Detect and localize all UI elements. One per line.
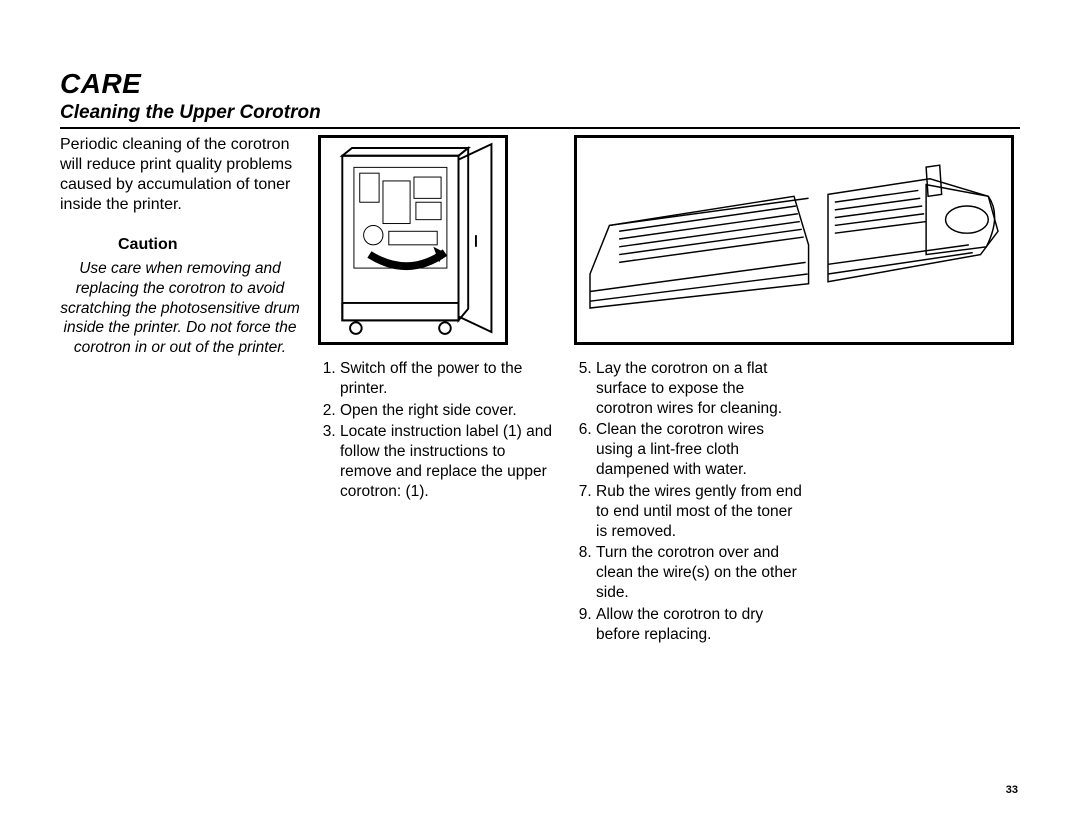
- left-column: Periodic cleaning of the corotron will r…: [60, 135, 300, 647]
- step-item: Turn the corotron over and clean the wir…: [596, 543, 804, 602]
- step-item: Open the right side cover.: [340, 401, 556, 421]
- section-title: CARE: [60, 68, 1020, 100]
- content-row: Periodic cleaning of the corotron will r…: [60, 135, 1020, 647]
- step-item: Locate instruction label (1) and follow …: [340, 422, 556, 501]
- step-item: Rub the wires gently from end to end unt…: [596, 482, 804, 541]
- subsection-title: Cleaning the Upper Corotron: [60, 102, 1020, 129]
- middle-column: Switch off the power to the printer. Ope…: [318, 135, 556, 647]
- step-item: Clean the corotron wires using a lint-fr…: [596, 420, 804, 479]
- figure-corotron: [574, 135, 1014, 345]
- step-item: Allow the corotron to dry before replaci…: [596, 605, 804, 645]
- caution-text: Use care when removing and replacing the…: [60, 259, 300, 358]
- intro-text: Periodic cleaning of the corotron will r…: [60, 135, 300, 215]
- steps-list-1: Switch off the power to the printer. Ope…: [318, 359, 556, 502]
- figure-printer-cabinet: [318, 135, 508, 345]
- caution-heading: Caution: [60, 235, 300, 255]
- step-item: Lay the corotron on a flat surface to ex…: [596, 359, 804, 418]
- corotron-icon: [577, 138, 1011, 342]
- printer-cabinet-icon: [321, 138, 505, 342]
- steps-list-2: Lay the corotron on a flat surface to ex…: [574, 359, 804, 645]
- page-number: 33: [1006, 784, 1018, 796]
- right-column: Lay the corotron on a flat surface to ex…: [574, 135, 1018, 647]
- step-item: Switch off the power to the printer.: [340, 359, 556, 399]
